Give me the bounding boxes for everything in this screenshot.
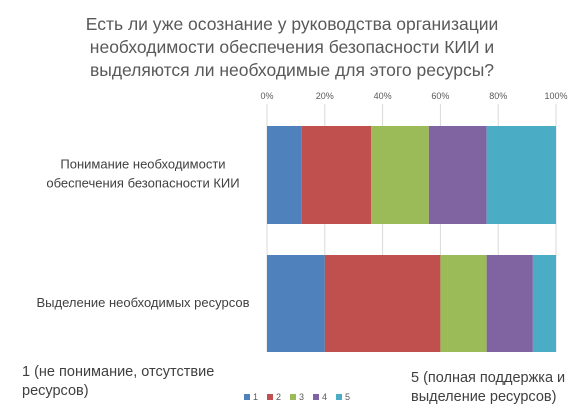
- bar-segment-series-5: [486, 126, 556, 224]
- bar-segment-series-3: [440, 255, 487, 352]
- x-tick-label: 60%: [431, 91, 449, 101]
- scale-note-low: 1 (не понимание, отсутствие ресурсов): [22, 363, 215, 401]
- bar-segment-series-5: [532, 255, 556, 352]
- category-label: обеспечения безопасности КИИ: [46, 176, 239, 191]
- legend-label: 1: [253, 392, 258, 402]
- legend-swatch: [244, 394, 250, 400]
- legend-label: 5: [345, 392, 350, 402]
- legend-label: 3: [299, 392, 304, 402]
- x-tick-label: 80%: [489, 91, 507, 101]
- scale-note-high-line-1: 5 (полная поддержка и: [411, 370, 566, 386]
- x-axis-ticks: 0% 20% 40% 60% 80% 100%: [260, 91, 567, 101]
- category-label: Понимание необходимости: [60, 157, 225, 172]
- bar-segment-series-1: [267, 126, 302, 224]
- chart-title: Есть ли уже осознание у руководства орга…: [86, 14, 499, 80]
- chart-title-line: Есть ли уже осознание у руководства орга…: [86, 14, 499, 34]
- category-label: Выделение необходимых ресурсов: [36, 295, 249, 310]
- bars: [267, 126, 556, 352]
- legend-swatch: [336, 394, 342, 400]
- x-tick-label: 20%: [316, 91, 334, 101]
- legend-label: 2: [276, 392, 281, 402]
- scale-note-high-line-2: выделение ресурсов): [411, 389, 557, 405]
- bar-segment-series-3: [371, 126, 429, 224]
- bar-segment-series-4: [486, 255, 533, 352]
- bar-segment-series-1: [267, 255, 325, 352]
- legend: 1 2 3 4 5: [244, 392, 350, 402]
- x-tick-label: 0%: [260, 91, 273, 101]
- scale-note-low-line-1: 1 (не понимание, отсутствие: [22, 364, 215, 380]
- scale-note-high: 5 (полная поддержка и выделение ресурсов…: [411, 369, 566, 407]
- legend-swatch: [267, 394, 273, 400]
- x-tick-label: 40%: [374, 91, 392, 101]
- legend-swatch: [313, 394, 319, 400]
- bar-segment-series-2: [324, 255, 441, 352]
- bar-segment-series-4: [428, 126, 487, 224]
- x-tick-label: 100%: [544, 91, 567, 101]
- legend-swatch: [290, 394, 296, 400]
- legend-label: 4: [322, 392, 327, 402]
- chart-title-line: необходимости обеспечения безопасности К…: [90, 37, 494, 57]
- bar-segment-series-2: [301, 126, 372, 224]
- category-labels: Понимание необходимости обеспечения безоп…: [36, 157, 249, 311]
- scale-note-low-line-2: ресурсов): [22, 383, 89, 399]
- chart-title-line: выделяются ли необходимые для этого ресу…: [90, 60, 494, 80]
